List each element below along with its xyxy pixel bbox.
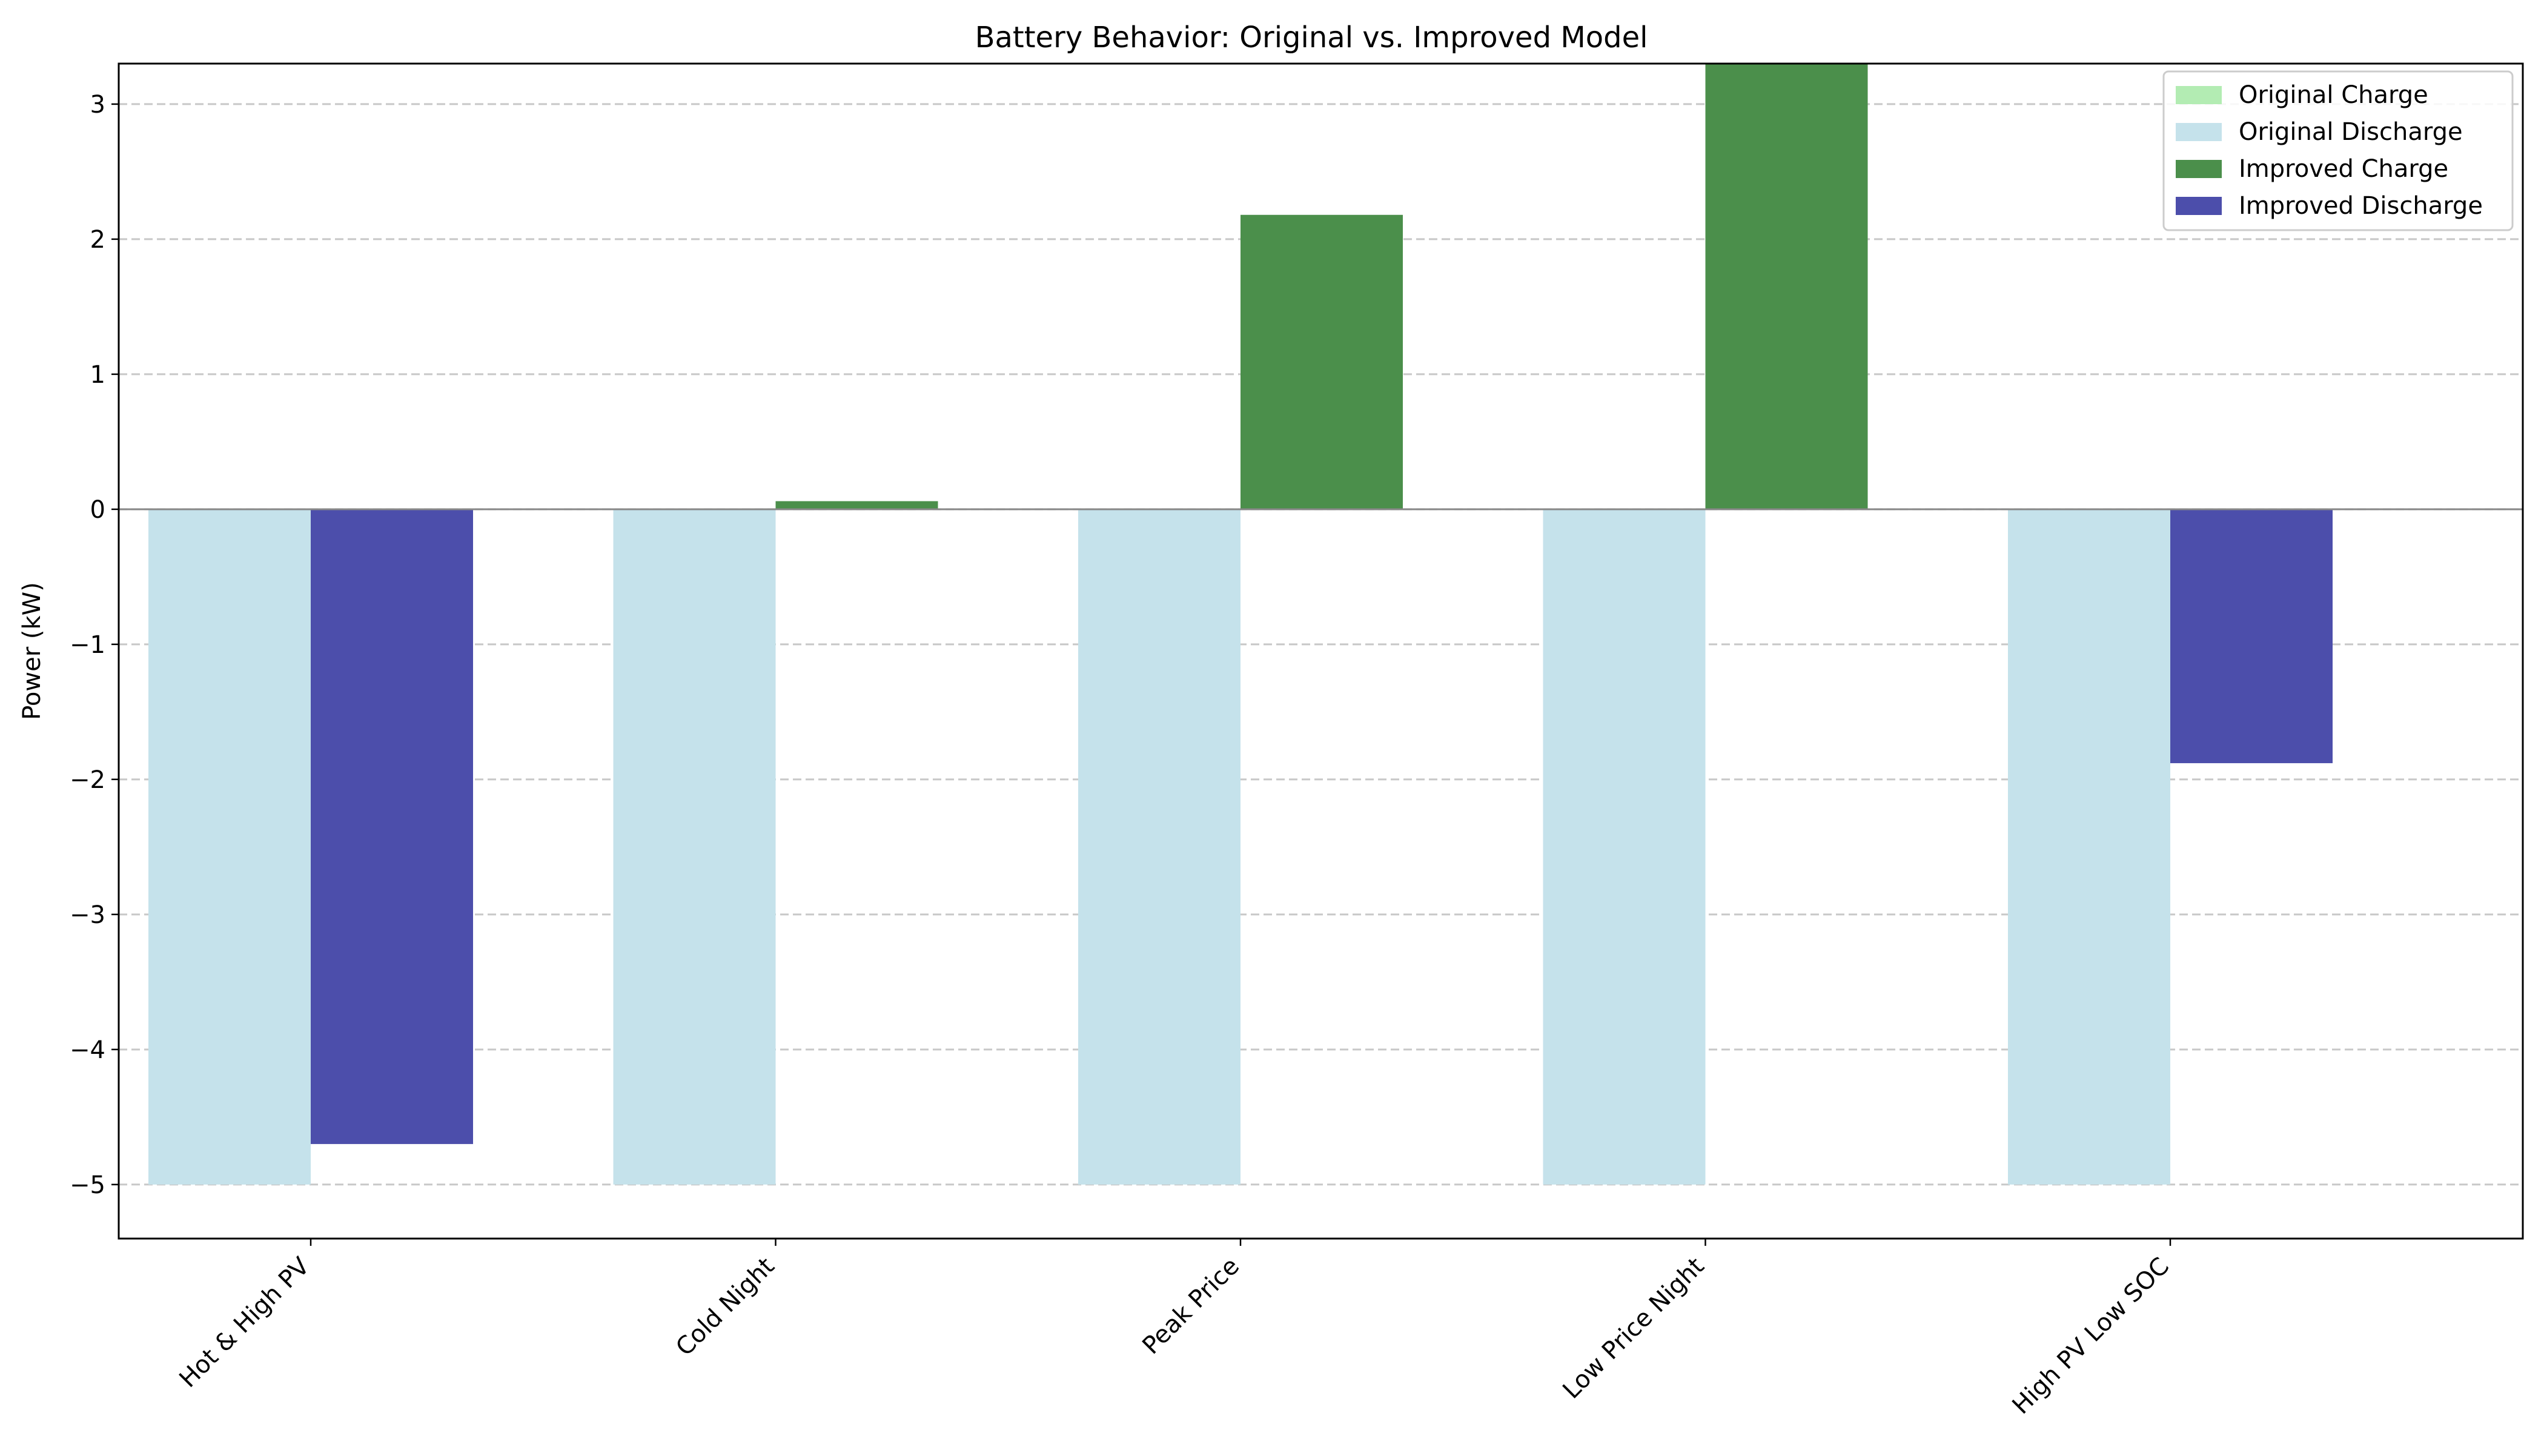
x-tick-label: Low Price Night [1557,1252,1709,1405]
bar-improved-charge [1705,64,1868,509]
bar-improved-discharge [311,509,473,1144]
bar-original-discharge [1543,509,1706,1185]
x-tick-label: Cold Night [671,1252,780,1362]
bar-improved-discharge [2170,509,2333,764]
bar-original-discharge [148,509,311,1185]
legend-label: Improved Discharge [2239,192,2483,220]
legend-label: Original Discharge [2239,118,2463,146]
x-tick-label: High PV Low SOC [2007,1252,2175,1420]
legend: Original Charge Original Discharge Improve… [2162,70,2514,231]
y-tick-label: −2 [70,766,105,794]
y-tick-label: 2 [90,226,105,254]
legend-label: Original Charge [2239,81,2428,109]
plot-frame [118,62,2524,1240]
legend-swatch [2176,123,2222,141]
legend-swatch [2176,160,2222,178]
legend-swatch [2176,197,2222,215]
bar-original-discharge [2008,509,2170,1185]
legend-swatch [2176,86,2222,104]
y-axis-label: Power (kW) [18,582,46,720]
bars [148,64,2333,1185]
chart-title: Battery Behavior: Original vs. Improved … [975,21,1648,55]
y-tick-label: −4 [70,1036,105,1064]
legend-label: Improved Charge [2239,155,2448,183]
axes [111,62,2524,1246]
y-tick-label: 3 [90,91,105,119]
y-tick-label: −3 [70,901,105,929]
y-tick-label: 0 [90,496,105,524]
y-tick-label: 1 [90,361,105,389]
y-tick-label: −5 [70,1171,105,1199]
bar-original-discharge [1078,509,1241,1185]
bar-improved-charge [775,501,938,509]
legend-box [2162,70,2514,231]
bar-original-discharge [613,509,776,1185]
x-tick-label: Peak Price [1137,1252,1245,1360]
bar-improved-charge [1241,214,1403,509]
y-tick-label: −1 [70,631,105,659]
x-tick-label: Hot & High PV [174,1252,315,1393]
